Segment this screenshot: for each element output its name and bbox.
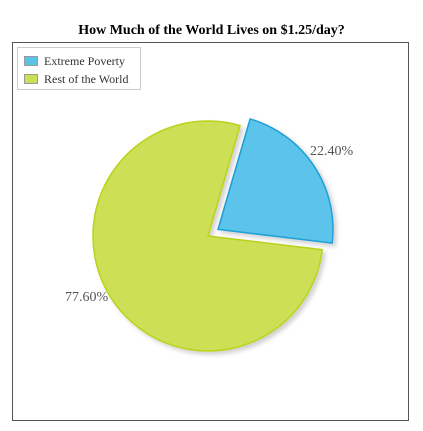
slice-label-extreme-poverty: 22.40% bbox=[310, 144, 354, 159]
legend-swatch-extreme-poverty bbox=[24, 56, 38, 66]
legend-label-extreme-poverty: Extreme Poverty bbox=[44, 53, 125, 68]
legend-item-extreme-poverty[interactable]: Extreme Poverty bbox=[24, 53, 125, 69]
pie-slice-extreme-poverty[interactable] bbox=[217, 118, 334, 244]
legend-label-rest-of-world: Rest of the World bbox=[44, 71, 129, 86]
legend: Extreme Poverty Rest of the World bbox=[17, 47, 141, 90]
slice-label-rest-of-world: 77.60% bbox=[65, 290, 109, 305]
chart-title: How Much of the World Lives on $1.25/day… bbox=[78, 23, 345, 38]
pie-slice-rest-of-world[interactable] bbox=[92, 120, 324, 352]
legend-swatch-rest-of-world bbox=[24, 74, 38, 84]
plot-area bbox=[12, 42, 409, 421]
legend-item-rest-of-world[interactable]: Rest of the World bbox=[24, 71, 128, 87]
